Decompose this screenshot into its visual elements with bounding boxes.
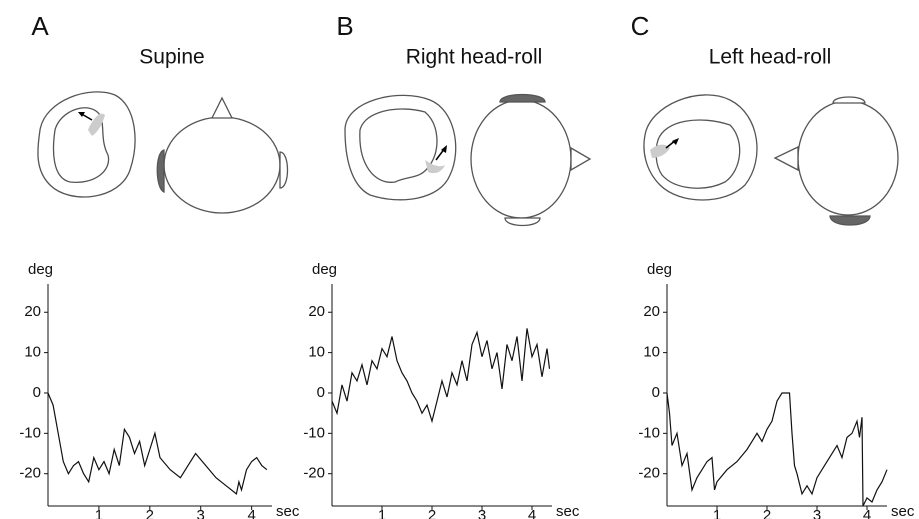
y-tick-label: -20 — [638, 465, 660, 482]
y-tick-label: 10 — [24, 344, 41, 361]
y-tick-label: 20 — [308, 303, 325, 320]
x-tick-label: 4 — [247, 507, 255, 519]
x-tick-label: 1 — [95, 507, 103, 519]
y-tick-label: 20 — [643, 303, 660, 320]
y-axis-label: deg — [28, 261, 53, 278]
panel-title: Left head-roll — [709, 46, 832, 69]
y-tick-label: -20 — [303, 465, 325, 482]
x-tick-label: 4 — [528, 507, 536, 519]
y-tick-label: 10 — [308, 344, 325, 361]
x-axis-label: sec — [276, 503, 300, 519]
x-tick-label: 2 — [428, 507, 436, 519]
y-axis-label: deg — [312, 261, 337, 278]
x-tick-label: 3 — [813, 507, 821, 519]
panel-letter: C — [631, 11, 650, 41]
y-tick-label: -20 — [19, 465, 41, 482]
panel-title: Right head-roll — [406, 46, 543, 69]
x-axis-label: sec — [891, 503, 915, 519]
y-tick-label: -10 — [638, 424, 660, 441]
x-tick-label: 3 — [197, 507, 205, 519]
x-axis-label: sec — [556, 503, 580, 519]
diagram-c — [643, 94, 899, 226]
y-tick-label: 0 — [33, 384, 41, 401]
y-axis-label: deg — [647, 261, 672, 278]
x-tick-label: 1 — [378, 507, 386, 519]
trace — [331, 328, 551, 424]
diagram-a — [37, 91, 289, 214]
trace — [666, 392, 888, 507]
x-tick-label: 1 — [713, 507, 721, 519]
y-tick-label: 0 — [652, 384, 660, 401]
panel-letter: A — [31, 11, 49, 41]
x-tick-label: 2 — [763, 507, 771, 519]
diagram-b — [344, 93, 592, 227]
panel-letter: B — [336, 11, 353, 41]
y-tick-label: 0 — [317, 384, 325, 401]
y-tick-label: -10 — [303, 424, 325, 441]
x-tick-label: 4 — [863, 507, 871, 519]
y-tick-label: 20 — [24, 303, 41, 320]
x-tick-label: 2 — [146, 507, 154, 519]
y-tick-label: 10 — [643, 344, 660, 361]
y-tick-label: -10 — [19, 424, 41, 441]
trace — [47, 392, 268, 495]
panel-title: Supine — [139, 46, 204, 69]
x-tick-label: 3 — [478, 507, 486, 519]
